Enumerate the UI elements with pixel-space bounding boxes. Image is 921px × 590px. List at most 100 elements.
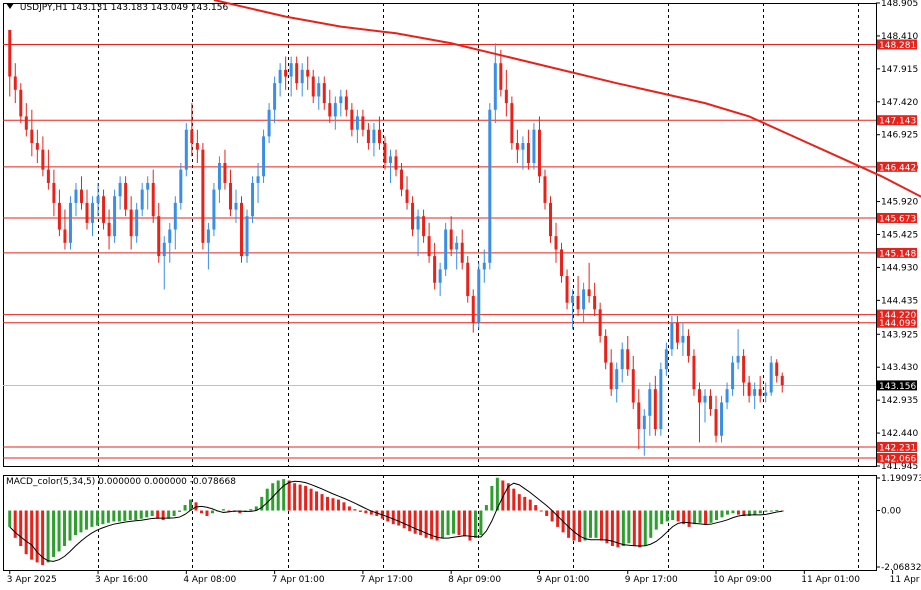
candle-body[interactable] [609, 362, 613, 390]
candle-body[interactable] [560, 249, 564, 277]
candle-body[interactable] [482, 262, 486, 270]
candle-body[interactable] [129, 209, 133, 237]
candle-body[interactable] [284, 69, 288, 77]
candle-body[interactable] [184, 129, 188, 170]
candle-body[interactable] [372, 129, 376, 144]
candle-body[interactable] [79, 189, 83, 203]
candle-body[interactable] [190, 129, 194, 144]
candle-body[interactable] [245, 216, 249, 257]
candle-body[interactable] [135, 209, 139, 237]
candle-body[interactable] [151, 182, 155, 217]
candle-body[interactable] [30, 129, 34, 144]
candle-body[interactable] [295, 63, 299, 84]
candle-body[interactable] [179, 169, 183, 203]
candle-body[interactable] [146, 182, 150, 190]
candle-body[interactable] [460, 242, 464, 263]
candle-body[interactable] [642, 415, 646, 430]
candle-body[interactable] [587, 289, 591, 297]
candle-body[interactable] [637, 402, 641, 430]
candle-body[interactable] [747, 382, 751, 396]
candle-body[interactable] [537, 129, 541, 177]
candle-body[interactable] [13, 76, 17, 90]
candle-body[interactable] [582, 289, 586, 310]
candle-body[interactable] [736, 355, 740, 363]
candle-body[interactable] [377, 129, 381, 144]
candle-body[interactable] [328, 103, 332, 117]
candle-body[interactable] [554, 236, 558, 250]
candle-body[interactable] [510, 103, 514, 144]
candle-body[interactable] [714, 409, 718, 436]
candle-body[interactable] [63, 229, 67, 243]
candle-body[interactable] [74, 189, 78, 203]
candle-body[interactable] [593, 296, 597, 310]
candle-body[interactable] [615, 369, 619, 390]
candle-body[interactable] [681, 335, 685, 343]
candle-body[interactable] [780, 375, 784, 386]
candle-body[interactable] [162, 242, 166, 257]
candle-body[interactable] [383, 143, 387, 163]
candle-body[interactable] [477, 269, 481, 323]
candle-body[interactable] [107, 222, 111, 237]
candle-body[interactable] [438, 269, 442, 283]
candle-body[interactable] [686, 335, 690, 356]
candle-body[interactable] [8, 29, 12, 77]
candle-body[interactable] [604, 335, 608, 363]
candle-body[interactable] [493, 63, 497, 110]
candle-body[interactable] [697, 389, 701, 403]
candle-body[interactable] [118, 182, 122, 197]
candle-body[interactable] [322, 83, 326, 104]
candle-body[interactable] [725, 389, 729, 403]
candle-body[interactable] [548, 202, 552, 237]
candle-body[interactable] [124, 182, 128, 210]
candle-body[interactable] [670, 322, 674, 350]
candle-body[interactable] [753, 389, 757, 396]
candle-body[interactable] [731, 362, 735, 390]
candle-body[interactable] [488, 109, 492, 263]
candle-body[interactable] [532, 129, 536, 163]
candle-body[interactable] [703, 395, 707, 403]
candle-body[interactable] [333, 103, 337, 117]
candle-body[interactable] [388, 156, 392, 163]
candle-body[interactable] [764, 392, 768, 396]
candle-body[interactable] [427, 236, 431, 257]
candle-body[interactable] [361, 116, 365, 130]
candle-body[interactable] [300, 69, 304, 84]
candle-body[interactable] [228, 182, 232, 210]
candle-body[interactable] [273, 83, 277, 110]
candle-body[interactable] [411, 202, 415, 230]
candle-body[interactable] [113, 196, 117, 237]
candle-body[interactable] [526, 143, 530, 163]
candle-body[interactable] [394, 156, 398, 170]
candle-body[interactable] [24, 116, 28, 130]
candle-body[interactable] [350, 109, 354, 130]
candle-body[interactable] [521, 143, 525, 150]
candle-body[interactable] [140, 189, 144, 210]
candle-body[interactable] [212, 189, 216, 230]
candle-body[interactable] [102, 196, 106, 223]
candle-body[interactable] [262, 136, 266, 177]
candle-body[interactable] [91, 202, 95, 223]
candle-body[interactable] [41, 149, 45, 170]
candle-body[interactable] [416, 216, 420, 230]
candle-body[interactable] [96, 196, 100, 203]
candle-body[interactable] [52, 182, 56, 203]
candle-body[interactable] [758, 389, 762, 396]
candle-body[interactable] [648, 389, 652, 416]
candle-body[interactable] [433, 256, 437, 283]
candle-body[interactable] [46, 169, 50, 183]
candle-body[interactable] [240, 202, 244, 257]
candle-body[interactable] [709, 395, 713, 410]
candle-body[interactable] [57, 202, 61, 230]
candle-body[interactable] [157, 216, 161, 257]
candle-body[interactable] [317, 83, 321, 97]
candle-body[interactable] [444, 229, 448, 270]
candle-body[interactable] [311, 76, 315, 97]
candle-body[interactable] [68, 202, 72, 243]
candle-body[interactable] [35, 143, 39, 150]
candle-body[interactable] [267, 109, 271, 137]
candle-body[interactable] [339, 96, 343, 104]
candle-body[interactable] [306, 69, 310, 77]
candle-body[interactable] [631, 369, 635, 403]
candle-body[interactable] [223, 162, 227, 183]
